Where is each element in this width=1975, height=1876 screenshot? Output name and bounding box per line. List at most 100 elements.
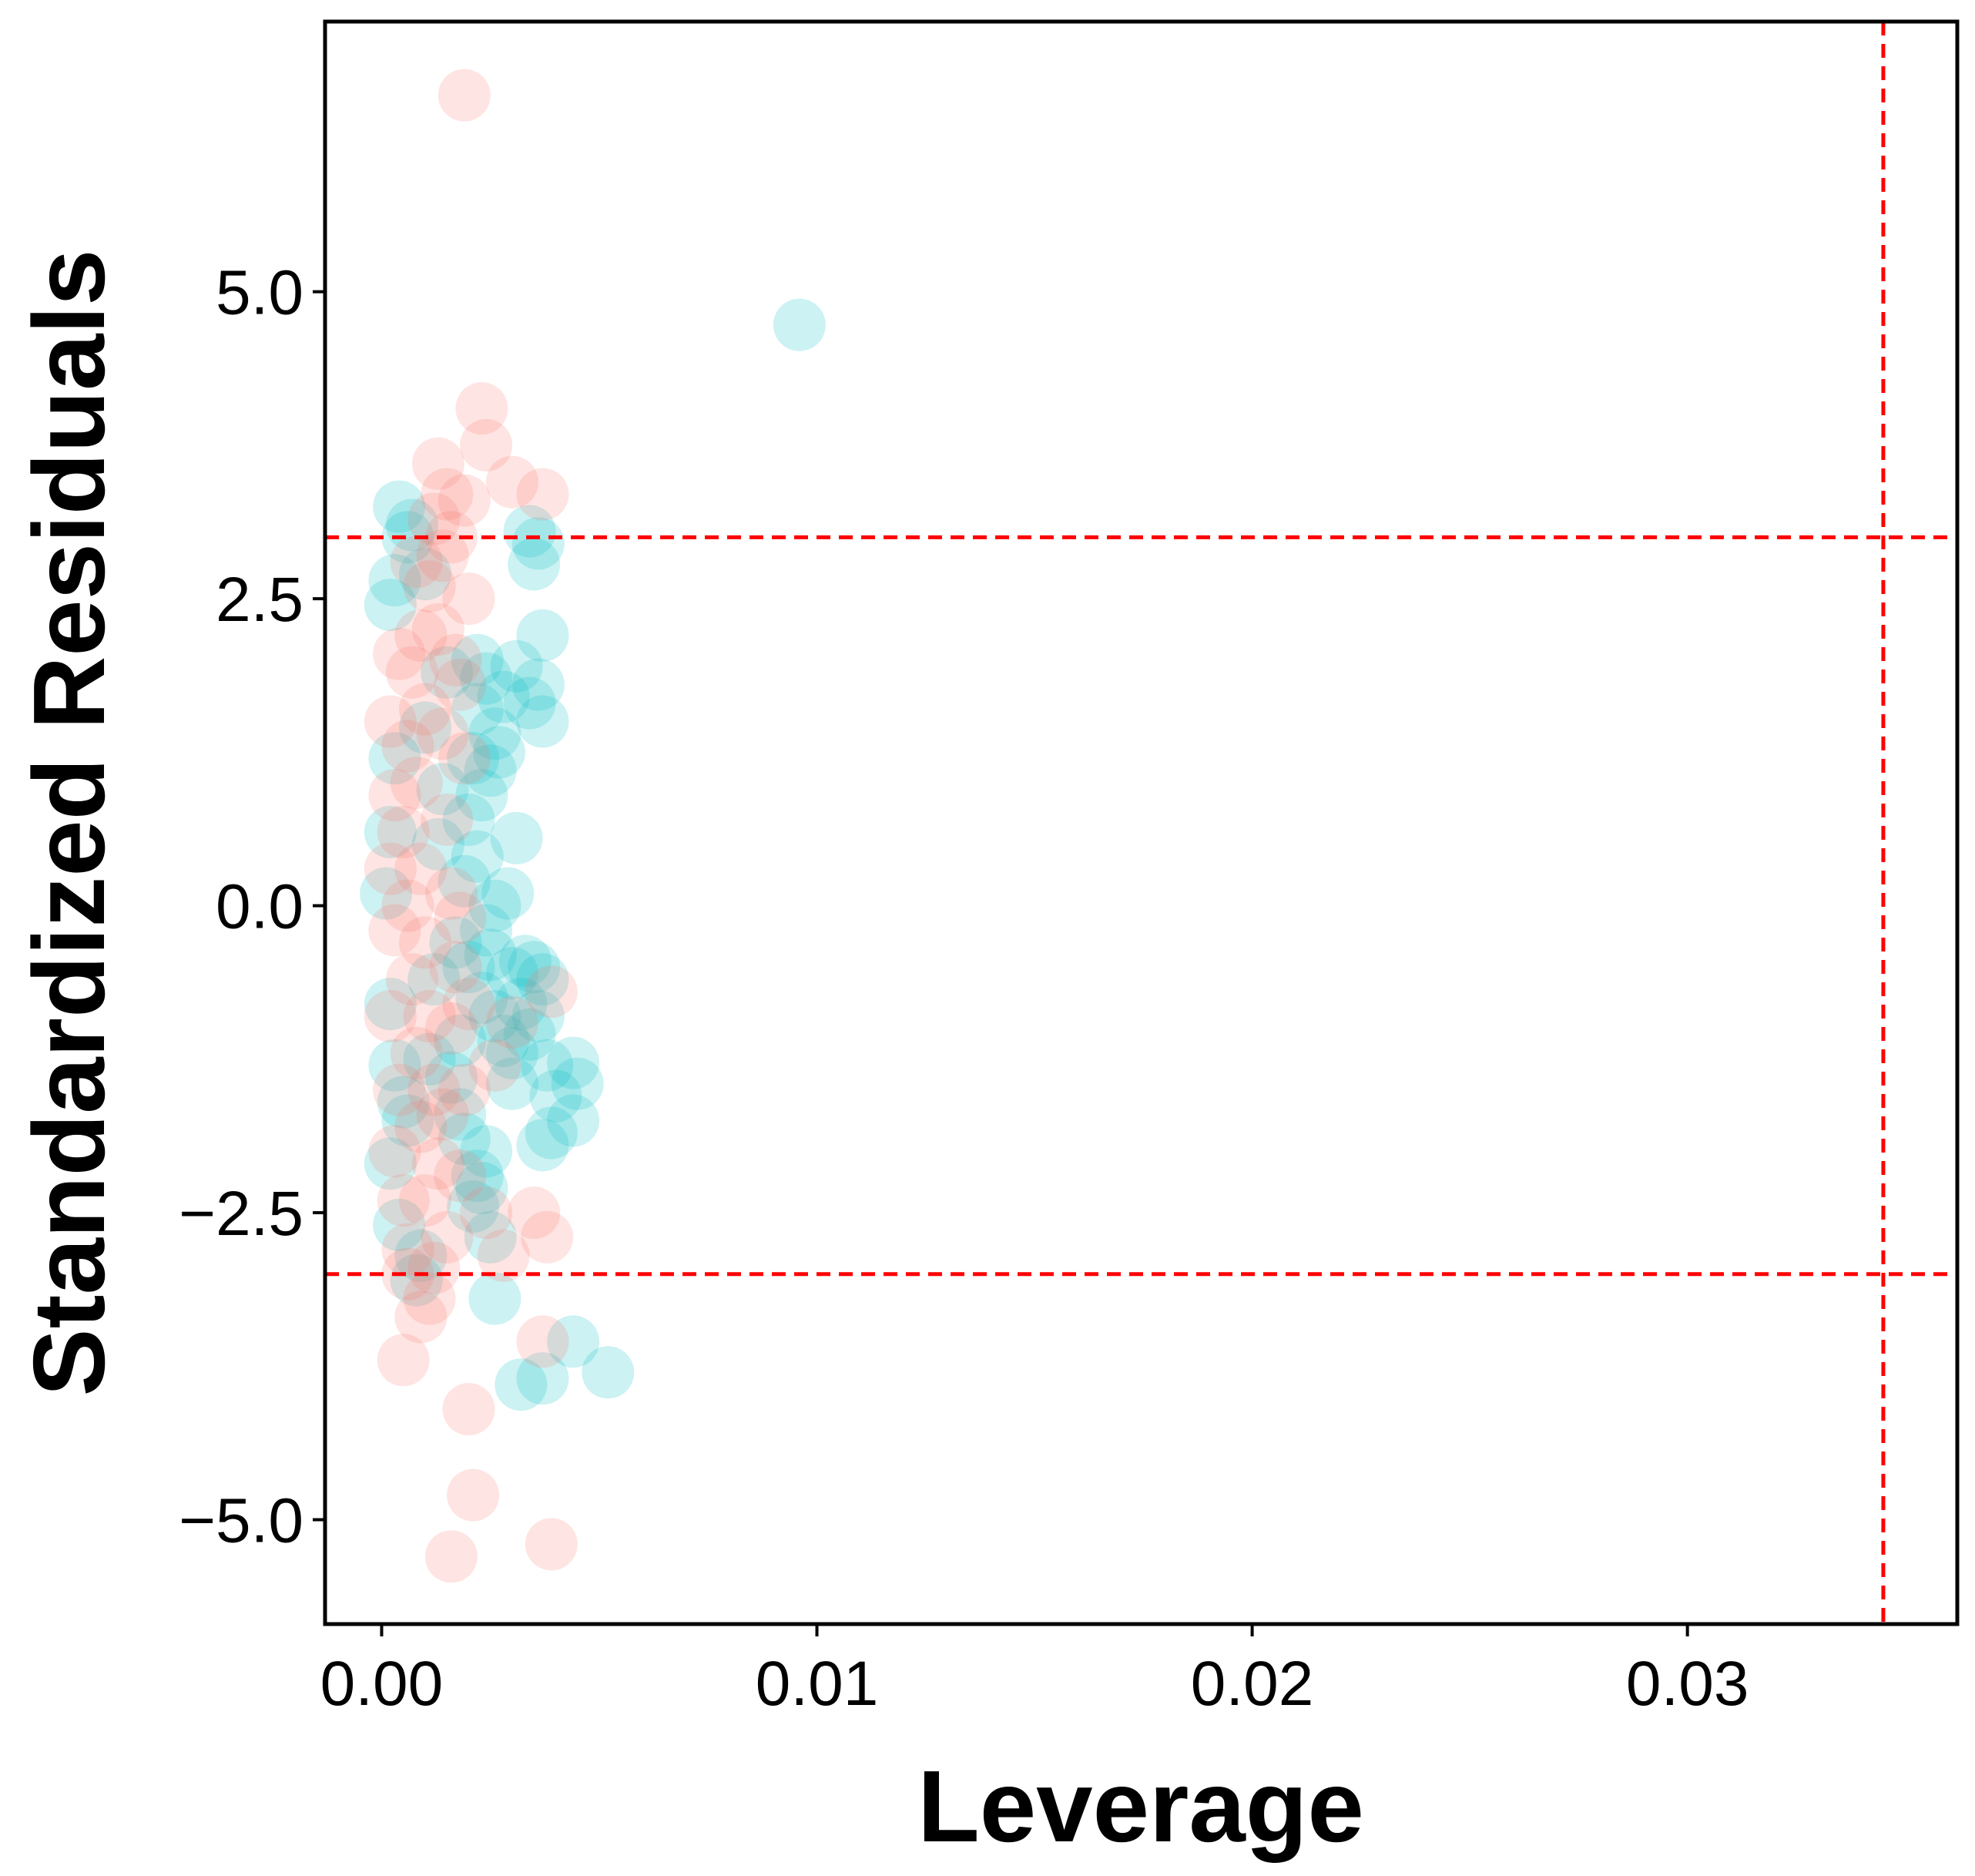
point-salmon-22 xyxy=(403,990,456,1042)
point-teal-71 xyxy=(438,1113,491,1166)
point-salmon-50 xyxy=(403,560,456,613)
point-teal-49 xyxy=(373,480,426,533)
point-teal-41 xyxy=(451,1149,504,1203)
point-salmon-27 xyxy=(399,1174,451,1227)
point-salmon-67 xyxy=(434,891,487,945)
plot-frame xyxy=(323,19,1960,1626)
point-salmon-20 xyxy=(399,916,451,969)
point-salmon-19 xyxy=(381,879,434,932)
reference-lines-layer xyxy=(325,22,1957,1624)
point-teal-70 xyxy=(424,1051,478,1104)
point-teal-5 xyxy=(516,695,569,748)
point-teal-29 xyxy=(525,1106,578,1159)
point-teal-25 xyxy=(547,1036,600,1089)
point-salmon-17 xyxy=(377,806,430,858)
point-teal-17 xyxy=(464,928,517,982)
point-salmon-40 xyxy=(525,965,578,1019)
y-tick-label-4: −5.0 xyxy=(179,1486,303,1556)
point-teal-53 xyxy=(368,554,421,607)
point-teal-52 xyxy=(399,548,451,601)
x-axis-ticks: 0.00 0.01 0.02 0.03 xyxy=(320,1624,1749,1719)
point-salmon-28 xyxy=(421,1210,474,1264)
point-salmon-41 xyxy=(486,996,538,1049)
point-salmon-21 xyxy=(386,953,438,1006)
point-teal-59 xyxy=(451,830,504,883)
point-salmon-10 xyxy=(416,529,469,582)
point-salmon-11 xyxy=(442,572,495,626)
x-tick-label-2: 0.02 xyxy=(1191,1649,1314,1719)
point-teal-24 xyxy=(521,1039,574,1092)
point-teal-18 xyxy=(498,935,552,988)
point-teal-23 xyxy=(486,1026,538,1079)
point-teal-33 xyxy=(455,1162,508,1215)
point-salmon-68 xyxy=(442,978,495,1031)
point-teal-38 xyxy=(582,1346,635,1399)
point-teal-46 xyxy=(390,1253,443,1307)
point-salmon-3 xyxy=(411,437,464,490)
point-teal-80 xyxy=(360,867,413,920)
point-salmon-16 xyxy=(390,757,443,810)
point-salmon-24 xyxy=(407,1063,461,1116)
point-salmon-26 xyxy=(411,1137,464,1190)
point-salmon-31 xyxy=(394,1290,448,1344)
x-tick-label-3: 0.03 xyxy=(1626,1649,1749,1719)
points-layer xyxy=(360,69,826,1583)
x-axis-title: Leverage xyxy=(917,1750,1364,1863)
y-tick-label-3: −2.5 xyxy=(179,1179,303,1249)
point-salmon-46 xyxy=(424,1002,478,1055)
point-salmon-66 xyxy=(438,732,491,785)
point-salmon-14 xyxy=(399,683,451,736)
point-salmon-65 xyxy=(429,633,482,686)
point-teal-10 xyxy=(473,726,525,779)
point-salmon-58 xyxy=(368,1125,421,1178)
point-teal-12 xyxy=(464,744,517,797)
point-teal-4 xyxy=(511,658,565,711)
point-teal-66 xyxy=(447,732,500,785)
point-salmon-30 xyxy=(403,1272,456,1325)
point-salmon-32 xyxy=(377,1334,430,1387)
point-salmon-5 xyxy=(438,474,491,527)
point-teal-72 xyxy=(421,646,474,699)
point-salmon-13 xyxy=(386,646,438,699)
point-teal-32 xyxy=(460,1125,513,1178)
point-salmon-47 xyxy=(416,707,469,760)
point-teal-60 xyxy=(442,941,495,994)
point-teal-61 xyxy=(455,972,508,1025)
point-teal-55 xyxy=(460,652,513,705)
y-axis-ticks: 5.0 2.5 0.0 −2.5 −5.0 xyxy=(179,258,325,1556)
point-salmon-69 xyxy=(438,1063,491,1116)
x-tick-label-1: 0.01 xyxy=(756,1649,879,1719)
point-teal-16 xyxy=(460,904,513,957)
point-teal-31 xyxy=(486,1057,538,1110)
point-salmon-59 xyxy=(377,1174,430,1227)
point-teal-74 xyxy=(411,817,464,871)
point-teal-15 xyxy=(468,879,521,932)
point-teal-73 xyxy=(416,763,469,816)
point-salmon-6 xyxy=(486,455,538,508)
point-salmon-55 xyxy=(368,904,421,957)
point-salmon-4 xyxy=(421,468,474,521)
x-tick-label-0: 0.00 xyxy=(320,1649,444,1719)
point-salmon-8 xyxy=(407,492,461,545)
point-teal-47 xyxy=(394,1229,448,1282)
point-teal-68 xyxy=(429,916,482,969)
point-teal-8 xyxy=(490,639,543,693)
point-teal-13 xyxy=(490,811,543,864)
point-salmon-57 xyxy=(373,1063,426,1116)
point-salmon-36 xyxy=(442,1383,495,1436)
point-salmon-61 xyxy=(421,794,474,846)
point-teal-75 xyxy=(407,953,461,1006)
point-teal-30 xyxy=(516,1119,569,1172)
point-salmon-51 xyxy=(373,627,426,680)
point-salmon-9 xyxy=(424,511,478,564)
y-tick-label-0: 5.0 xyxy=(216,258,303,328)
point-teal-62 xyxy=(468,990,521,1042)
point-teal-65 xyxy=(486,947,538,1000)
point-teal-26 xyxy=(551,1057,604,1110)
point-salmon-60 xyxy=(381,1223,434,1276)
point-teal-77 xyxy=(399,701,451,754)
point-teal-58 xyxy=(442,794,495,846)
point-teal-36 xyxy=(468,1272,521,1325)
point-teal-19 xyxy=(508,941,561,994)
